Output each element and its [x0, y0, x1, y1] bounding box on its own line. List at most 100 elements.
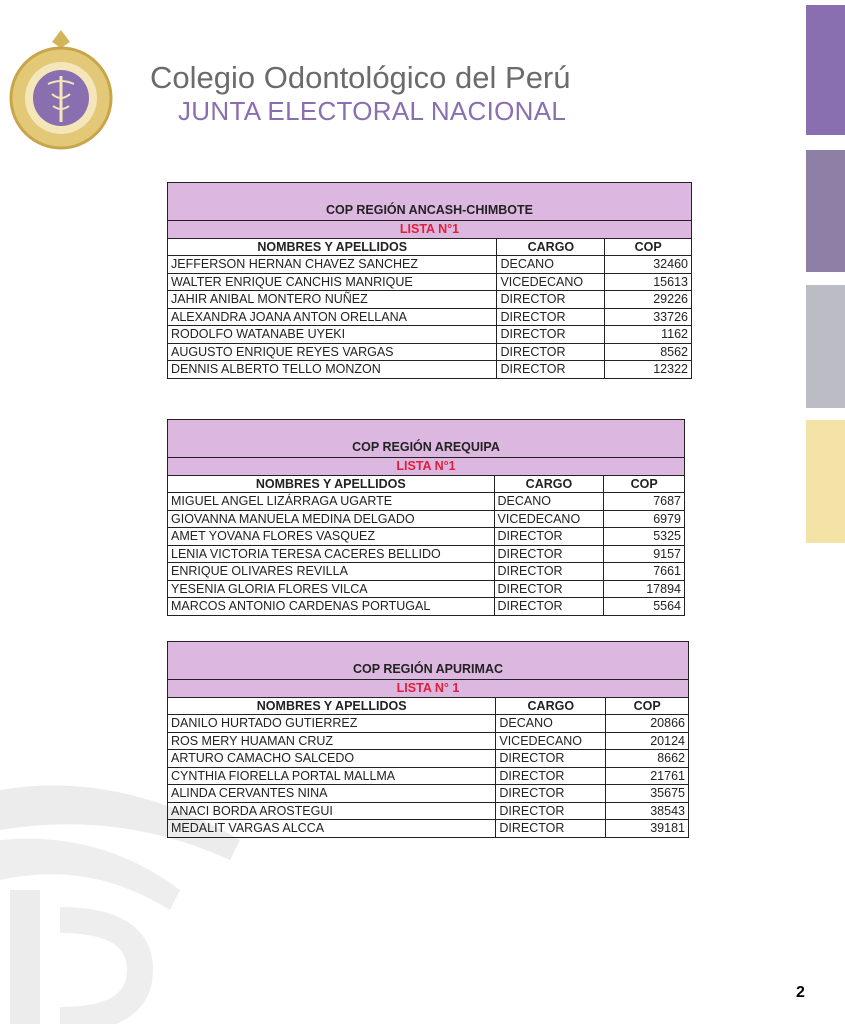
member-cop: 12322: [604, 360, 692, 379]
member-name: AUGUSTO ENRIQUE REYES VARGAS: [166, 342, 498, 361]
member-name: RODOLFO WATANABE UYEKI: [166, 325, 498, 344]
member-cop: 5564: [603, 597, 685, 616]
member-cargo: DIRECTOR: [493, 527, 605, 546]
member-cop: 8662: [605, 749, 689, 768]
page-number: 2: [796, 984, 805, 1001]
member-cop: 5325: [603, 527, 685, 546]
decor-bar-mauve: [806, 150, 845, 272]
table-row: LENIA VICTORIA TERESA CACERES BELLIDO DIR…: [167, 544, 685, 563]
member-name: DENNIS ALBERTO TELLO MONZON: [166, 360, 498, 379]
member-name: MEDALIT VARGAS ALCCA: [166, 819, 497, 838]
table-row: AUGUSTO ENRIQUE REYES VARGAS DIRECTOR 8562: [166, 342, 692, 361]
member-cargo: VICEDECANO: [493, 509, 605, 528]
column-header-name: NOMBRES Y APELLIDOS: [167, 474, 495, 493]
member-cargo: DIRECTOR: [495, 801, 607, 820]
table-row: ALINDA CERVANTES NINA DIRECTOR 35675: [166, 784, 689, 803]
table-row: ALEXANDRA JOANA ANTON ORELLANA DIRECTOR 33…: [166, 307, 692, 326]
lista-label: LISTA N°1: [167, 457, 685, 476]
member-cop: 29226: [604, 290, 692, 309]
member-cargo: DIRECTOR: [493, 597, 605, 616]
lista-label: LISTA N°1: [167, 220, 692, 239]
member-cop: 7661: [603, 562, 685, 581]
member-cop: 1162: [604, 325, 692, 344]
member-name: ALEXANDRA JOANA ANTON ORELLANA: [166, 307, 498, 326]
member-cop: 6979: [603, 509, 685, 528]
member-name: YESENIA GLORIA FLORES VILCA: [167, 579, 495, 598]
column-header-cop: COP: [603, 474, 685, 493]
member-cargo: VICEDECANO: [495, 731, 607, 750]
column-header-cargo: CARGO: [493, 474, 605, 493]
member-cargo: DIRECTOR: [495, 784, 607, 803]
column-header-name: NOMBRES Y APELLIDOS: [166, 696, 497, 715]
member-cargo: DIRECTOR: [493, 579, 605, 598]
member-name: DANILO HURTADO GUTIERREZ: [166, 714, 497, 733]
table-row: MARCOS ANTONIO CARDENAS PORTUGAL DIRECTOR…: [167, 597, 685, 616]
table-row: DANILO HURTADO GUTIERREZ DECANO 20866: [166, 714, 689, 733]
college-logo: [9, 30, 113, 150]
member-name: ARTURO CAMACHO SALCEDO: [166, 749, 497, 768]
table-row: ANACI BORDA AROSTEGUI DIRECTOR 38543: [166, 801, 689, 820]
member-name: ENRIQUE OLIVARES REVILLA: [167, 562, 495, 581]
member-name: ALINDA CERVANTES NINA: [166, 784, 497, 803]
table-ancash-chimbote: COP REGIÓN ANCASH-CHIMBOTE LISTA N°1 NOMBR…: [166, 182, 692, 379]
member-cop: 39181: [605, 819, 689, 838]
column-header-name: NOMBRES Y APELLIDOS: [166, 237, 498, 256]
member-cop: 20866: [605, 714, 689, 733]
column-header-cop: COP: [605, 696, 689, 715]
member-cop: 17894: [603, 579, 685, 598]
page-title: Colegio Odontológico del Perú: [150, 60, 571, 95]
member-cop: 9157: [603, 544, 685, 563]
table-row: DENNIS ALBERTO TELLO MONZON DIRECTOR 12322: [166, 360, 692, 379]
lista-label: LISTA N° 1: [167, 679, 689, 698]
member-cargo: DIRECTOR: [496, 342, 606, 361]
table-row: RODOLFO WATANABE UYEKI DIRECTOR 1162: [166, 325, 692, 344]
column-header-cargo: CARGO: [496, 237, 606, 256]
table-row: YESENIA GLORIA FLORES VILCA DIRECTOR 17894: [167, 579, 685, 598]
member-cargo: DECANO: [493, 492, 605, 511]
table-apurimac: COP REGIÓN APURIMAC LISTA N° 1 NOMBRES Y A…: [166, 641, 689, 838]
region-title: COP REGIÓN ANCASH-CHIMBOTE: [167, 182, 692, 221]
column-header-cop: COP: [604, 237, 692, 256]
table-row: MEDALIT VARGAS ALCCA DIRECTOR 39181: [166, 819, 689, 838]
column-header-cargo: CARGO: [495, 696, 607, 715]
table-row: JAHIR ANIBAL MONTERO NUÑEZ DIRECTOR 29226: [166, 290, 692, 309]
member-name: MARCOS ANTONIO CARDENAS PORTUGAL: [167, 597, 495, 616]
member-name: LENIA VICTORIA TERESA CACERES BELLIDO: [167, 544, 495, 563]
member-cop: 35675: [605, 784, 689, 803]
decor-bar-yellow: [806, 420, 845, 543]
member-cargo: DIRECTOR: [496, 360, 606, 379]
table-row: ENRIQUE OLIVARES REVILLA DIRECTOR 7661: [167, 562, 685, 581]
table-row: CYNTHIA FIORELLA PORTAL MALLMA DIRECTOR 21…: [166, 766, 689, 785]
member-cargo: DIRECTOR: [496, 325, 606, 344]
member-cargo: DIRECTOR: [495, 766, 607, 785]
member-name: CYNTHIA FIORELLA PORTAL MALLMA: [166, 766, 497, 785]
member-name: AMET YOVANA FLORES VASQUEZ: [167, 527, 495, 546]
member-cargo: DIRECTOR: [493, 562, 605, 581]
member-cop: 8562: [604, 342, 692, 361]
member-cargo: DECANO: [496, 255, 606, 274]
member-name: ROS MERY HUAMAN CRUZ: [166, 731, 497, 750]
member-cargo: VICEDECANO: [496, 272, 606, 291]
member-cop: 15613: [604, 272, 692, 291]
member-cop: 7687: [603, 492, 685, 511]
member-name: MIGUEL ANGEL LIZÁRRAGA UGARTE: [167, 492, 495, 511]
region-title: COP REGIÓN APURIMAC: [167, 641, 689, 680]
member-name: ANACI BORDA AROSTEGUI: [166, 801, 497, 820]
region-title: COP REGIÓN AREQUIPA: [167, 419, 685, 458]
member-name: JEFFERSON HERNAN CHAVEZ SANCHEZ: [166, 255, 498, 274]
member-cargo: DIRECTOR: [496, 307, 606, 326]
member-cop: 20124: [605, 731, 689, 750]
table-row: GIOVANNA MANUELA MEDINA DELGADO VICEDECAN…: [167, 509, 685, 528]
member-cargo: DIRECTOR: [495, 819, 607, 838]
member-cargo: DIRECTOR: [493, 544, 605, 563]
member-cop: 32460: [604, 255, 692, 274]
table-row: ARTURO CAMACHO SALCEDO DIRECTOR 8662: [166, 749, 689, 768]
table-row: WALTER ENRIQUE CANCHIS MANRIQUE VICEDECAN…: [166, 272, 692, 291]
table-row: ROS MERY HUAMAN CRUZ VICEDECANO 20124: [166, 731, 689, 750]
page-subtitle: JUNTA ELECTORAL NACIONAL: [178, 96, 567, 126]
member-cop: 33726: [604, 307, 692, 326]
member-cargo: DECANO: [495, 714, 607, 733]
table-row: JEFFERSON HERNAN CHAVEZ SANCHEZ DECANO 324…: [166, 255, 692, 274]
member-name: WALTER ENRIQUE CANCHIS MANRIQUE: [166, 272, 498, 291]
member-cargo: DIRECTOR: [496, 290, 606, 309]
